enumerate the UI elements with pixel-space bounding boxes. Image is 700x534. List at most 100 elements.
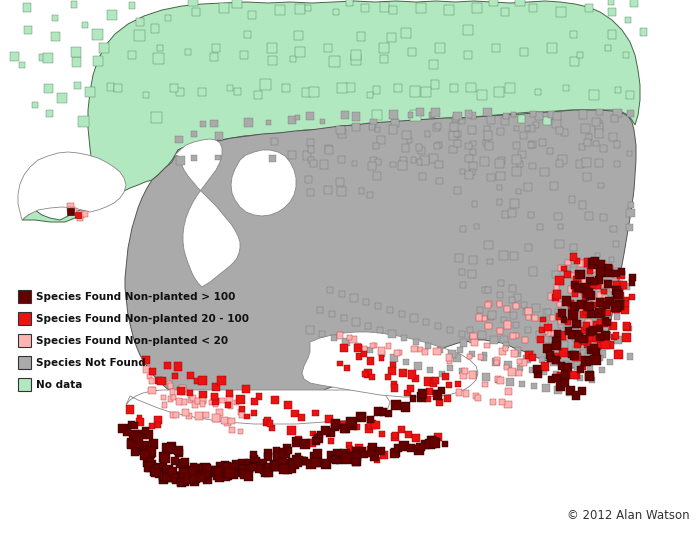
Bar [210, 466, 220, 476]
Bar [596, 318, 603, 325]
Bar [188, 467, 196, 475]
Bar [601, 289, 607, 294]
Bar [23, 3, 32, 12]
Bar [404, 390, 411, 396]
Bar [280, 448, 290, 458]
Bar [149, 379, 154, 384]
Bar [362, 371, 368, 376]
Bar [600, 214, 607, 221]
Bar [574, 341, 581, 348]
Bar [412, 375, 419, 382]
Bar [352, 458, 361, 466]
Bar [157, 376, 165, 385]
Bar [460, 282, 466, 288]
Bar [428, 436, 435, 443]
Bar [368, 348, 372, 352]
Bar [229, 470, 238, 479]
Bar [195, 464, 202, 471]
Bar [435, 399, 443, 406]
Bar [256, 393, 262, 400]
Polygon shape [302, 332, 478, 397]
Bar [587, 276, 593, 281]
Bar [449, 131, 458, 140]
Bar [192, 7, 200, 17]
Bar [592, 348, 600, 357]
Bar [556, 240, 564, 248]
Bar [78, 116, 88, 127]
Bar [573, 276, 581, 285]
Bar [589, 328, 597, 335]
Bar [577, 375, 583, 381]
Bar [332, 423, 339, 431]
Bar [146, 460, 155, 469]
Bar [570, 326, 580, 335]
Bar [559, 264, 565, 271]
Bar [573, 318, 579, 324]
Bar [391, 119, 399, 127]
Bar [570, 273, 575, 278]
Bar [190, 395, 196, 401]
Bar [609, 133, 617, 140]
Bar [268, 56, 277, 65]
Bar [151, 25, 159, 33]
Bar [134, 433, 143, 442]
Bar [213, 472, 220, 480]
Bar [234, 468, 243, 477]
Bar [519, 381, 525, 387]
Bar [547, 355, 554, 363]
Bar [128, 421, 135, 428]
Bar [512, 142, 519, 149]
Bar [598, 183, 603, 188]
Bar [410, 87, 420, 97]
Bar [379, 43, 389, 53]
Bar [611, 115, 617, 122]
Bar [200, 402, 205, 407]
Bar [251, 457, 260, 466]
Bar [391, 384, 398, 391]
Bar [347, 419, 356, 428]
Bar [578, 366, 584, 373]
Bar [478, 331, 486, 339]
Bar [213, 402, 218, 407]
Bar [410, 314, 418, 322]
Bar [154, 415, 162, 423]
Bar [193, 464, 203, 474]
Bar [627, 353, 634, 359]
Bar [328, 287, 332, 293]
Bar [584, 302, 594, 311]
Bar [264, 449, 272, 457]
Bar [176, 89, 184, 96]
Bar [407, 370, 416, 379]
Bar [160, 453, 170, 463]
Bar [525, 350, 533, 359]
Bar [468, 270, 476, 278]
Bar [249, 465, 256, 471]
Bar [372, 421, 379, 429]
Bar [500, 317, 508, 323]
Bar [380, 55, 388, 63]
Bar [147, 458, 154, 465]
Bar [596, 325, 603, 332]
Bar [303, 151, 312, 160]
Bar [525, 308, 532, 315]
Bar [545, 309, 551, 315]
Bar [497, 128, 504, 135]
Bar [472, 339, 478, 345]
Bar [629, 0, 638, 7]
Bar [568, 331, 576, 339]
Bar [498, 157, 505, 164]
Bar [400, 156, 407, 163]
Bar [552, 371, 559, 378]
Bar [536, 336, 544, 343]
Bar [265, 465, 271, 472]
Bar [177, 472, 186, 481]
Bar [155, 422, 162, 428]
Bar [466, 143, 472, 150]
Bar [324, 186, 332, 194]
Bar [425, 396, 431, 402]
Bar [357, 33, 365, 41]
Bar [501, 117, 509, 124]
Bar [271, 138, 278, 145]
Bar [568, 310, 578, 320]
Bar [606, 270, 612, 277]
